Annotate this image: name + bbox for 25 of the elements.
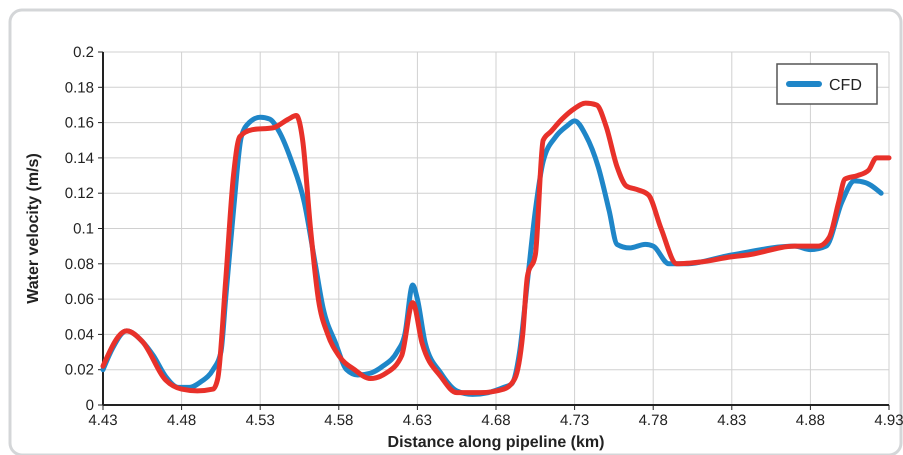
y-tick-label: 0.16 [64, 114, 94, 132]
y-tick-label: 0.02 [64, 362, 94, 379]
x-tick-label: 4.58 [324, 412, 354, 429]
x-tick-label: 4.88 [796, 412, 825, 429]
y-axis-title: Water velocity (m/s) [25, 153, 42, 304]
y-tick-label: 0.08 [64, 256, 94, 273]
y-tick-label: 0.18 [64, 79, 94, 96]
y-tick-label: 0.14 [64, 150, 94, 167]
x-tick-label: 4.53 [246, 412, 275, 429]
x-tick-label: 4.93 [874, 412, 903, 429]
x-axis-title: Distance along pipeline (km) [388, 434, 604, 451]
x-tick-label: 4.83 [717, 412, 746, 429]
y-tick-label: 0.12 [64, 185, 94, 202]
y-tick-label: 0.2 [73, 44, 94, 61]
y-tick-label: 0.06 [64, 291, 94, 308]
y-tick-label: 0.04 [64, 326, 94, 344]
x-tick-label: 4.48 [167, 412, 196, 429]
y-tick-label: 0.1 [73, 220, 94, 238]
legend-label: CFD [829, 77, 862, 94]
x-tick-label: 4.43 [88, 412, 118, 429]
x-tick-label: 4.78 [638, 412, 668, 429]
y-tick-label: 0 [86, 397, 94, 414]
x-tick-label: 4.68 [481, 412, 511, 429]
x-tick-label: 4.63 [402, 412, 432, 429]
x-tick-label: 4.73 [560, 412, 590, 429]
